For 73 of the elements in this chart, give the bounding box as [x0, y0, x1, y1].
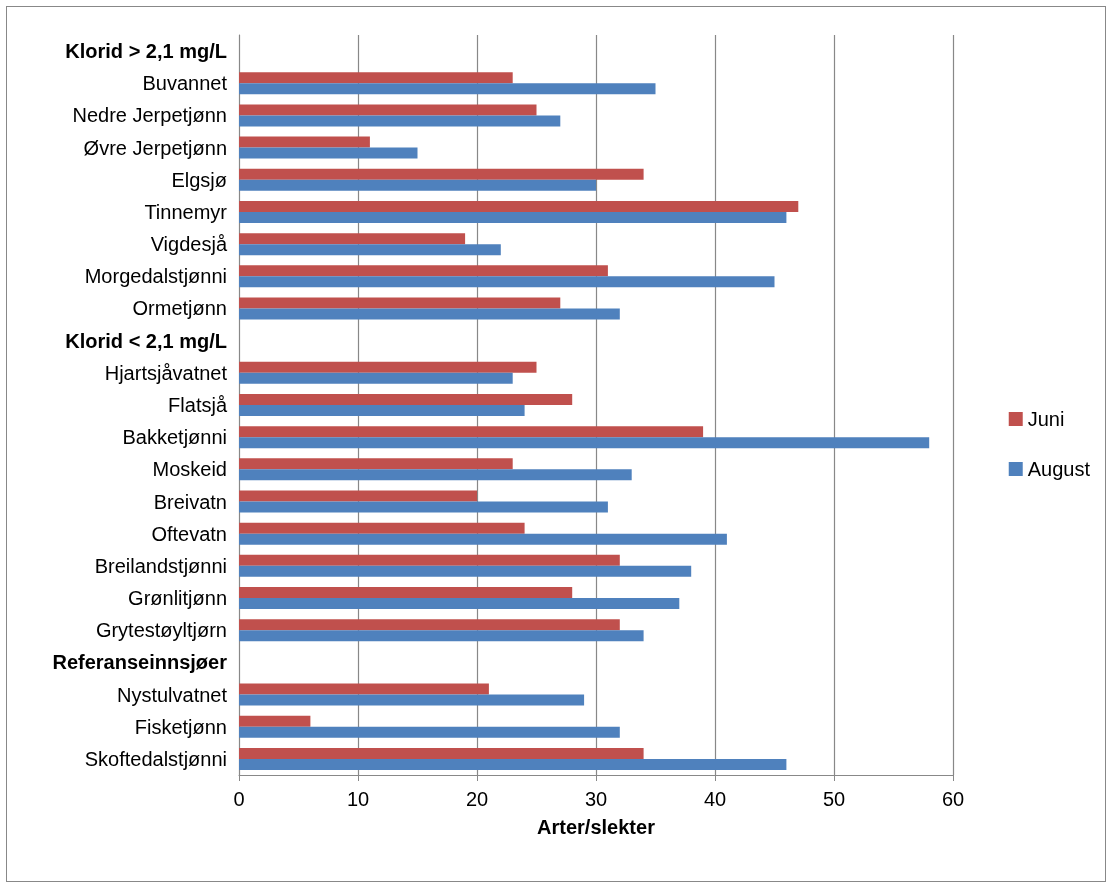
- bar: [239, 147, 418, 159]
- bar: [239, 469, 632, 481]
- y-tick-label: Vigdesjå: [150, 233, 228, 256]
- bar: [239, 361, 537, 373]
- y-tick-label: Øvre Jerpetjønn: [83, 136, 227, 159]
- bar: [239, 501, 608, 513]
- legend-label: August: [1027, 458, 1091, 480]
- bar: [239, 211, 787, 223]
- bar: [239, 179, 596, 191]
- bar: [239, 372, 513, 384]
- bar: [239, 83, 656, 95]
- bar: [239, 522, 525, 534]
- bar: [239, 694, 585, 706]
- x-axis-title: Arter/slekter: [537, 816, 656, 838]
- x-tick-label: 30: [584, 788, 608, 810]
- y-tick-label: Bakketjønni: [122, 426, 227, 449]
- bar: [239, 426, 704, 438]
- y-tick-label: Elgsjø: [171, 168, 227, 191]
- bar: [239, 598, 680, 610]
- y-tick-label: Moskeid: [152, 458, 227, 481]
- legend-label: Juni: [1027, 408, 1065, 430]
- bar: [239, 233, 466, 245]
- bar: [239, 758, 787, 770]
- bar: [239, 115, 561, 127]
- y-tick-label: Buvannet: [142, 72, 228, 95]
- bar: [239, 554, 620, 566]
- y-tick-label: Oftevatn: [151, 522, 227, 545]
- y-tick-label: Nystulvatnet: [116, 683, 228, 706]
- bar: [239, 405, 525, 416]
- y-tick-label: Nedre Jerpetjønn: [72, 104, 227, 127]
- y-tick-label: Flatsjå: [168, 394, 228, 416]
- bar: [239, 747, 644, 759]
- bar: [239, 533, 727, 545]
- x-tick-label: 40: [703, 788, 727, 810]
- y-tick-label: Klorid > 2,1 mg/L: [65, 40, 227, 63]
- bar: [239, 630, 644, 642]
- bar: [239, 265, 608, 277]
- y-tick-label: Grytestøyltjørn: [95, 619, 227, 642]
- y-tick-label: Tinnemyr: [144, 200, 228, 223]
- y-tick-label: Breivatn: [153, 490, 227, 513]
- bar: [239, 587, 573, 599]
- y-tick-label: Breilandstjønni: [94, 554, 227, 577]
- x-tick-label: 60: [941, 788, 965, 810]
- y-tick-label: Fisketjønn: [134, 715, 227, 738]
- y-tick-label: Ormetjønn: [132, 297, 227, 320]
- bar: [239, 394, 573, 405]
- bar: [239, 297, 561, 309]
- bar: [239, 490, 477, 502]
- bar: [239, 72, 513, 84]
- x-tick-label: 10: [346, 788, 370, 810]
- bar: [239, 136, 370, 148]
- x-tick-label: 0: [233, 788, 245, 810]
- y-tick-label: Hjartsjåvatnet: [104, 361, 228, 384]
- bar: [239, 276, 775, 288]
- bar: [239, 726, 620, 738]
- bar: [239, 619, 620, 631]
- bar: [239, 104, 537, 116]
- bar: [239, 458, 513, 470]
- y-tick-label: Referanseinnsjøer: [52, 651, 228, 674]
- y-tick-label: Morgedalstjønni: [84, 265, 227, 288]
- bar: [239, 715, 311, 727]
- bar: [239, 565, 692, 577]
- bar: [239, 437, 930, 449]
- bar: [239, 168, 644, 180]
- y-tick-label: Skoftedalstjønni: [84, 747, 227, 770]
- y-tick-label: Klorid < 2,1 mg/L: [65, 329, 227, 352]
- bar: [239, 200, 799, 212]
- x-tick-label: 50: [822, 788, 846, 810]
- y-tick-label: Grønlitjønn: [128, 587, 227, 610]
- bar: [239, 308, 620, 320]
- x-tick-label: 20: [465, 788, 489, 810]
- bar: [239, 683, 489, 695]
- bar: [239, 244, 501, 256]
